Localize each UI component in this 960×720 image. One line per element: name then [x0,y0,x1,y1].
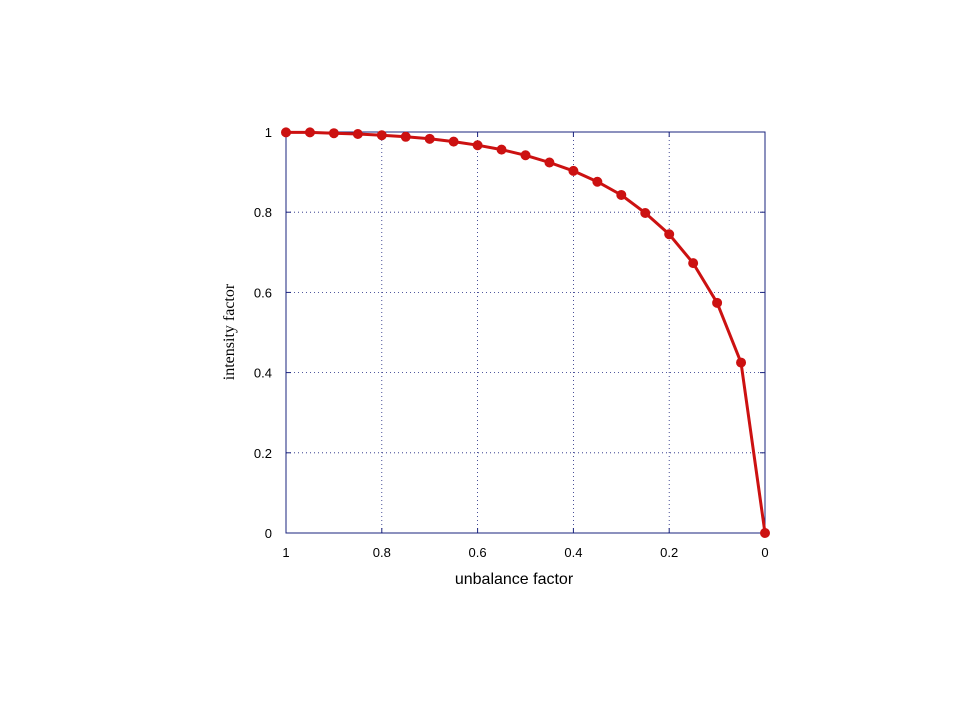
x-axis-title: unbalance factor [455,571,574,588]
data-point [688,258,699,269]
y-tick-label: 1 [265,125,272,140]
x-tick-label: 0.6 [469,545,487,560]
x-tick-label: 0.4 [564,545,582,560]
data-point [712,297,723,308]
data-point [496,144,507,155]
data-point [616,189,627,200]
data-point [664,229,675,240]
y-tick-label: 0 [265,526,272,541]
x-tick-label: 0.2 [660,545,678,560]
data-point [281,127,291,138]
y-axis-title: intensity factor [221,283,238,380]
data-point [448,136,459,147]
data-point [328,128,339,139]
data-point [424,133,435,144]
x-tick-label: 0 [761,545,768,560]
data-point [544,157,555,168]
data-point [568,165,579,176]
series-markers [281,127,770,538]
data-point [304,127,315,138]
data-point [376,130,387,141]
data-point [640,208,651,219]
y-axis-tick-labels: 0 0.2 0.4 0.6 0.8 1 [254,125,272,541]
plot-frame [285,131,766,534]
x-axis-tick-labels: 1 0.8 0.6 0.4 0.2 0 [282,545,768,560]
y-tick-label: 0.6 [254,285,272,300]
series-line [286,130,767,534]
x-tick-label: 1 [282,545,289,560]
data-point [592,176,603,187]
data-point [760,528,770,538]
y-tick-label: 0.4 [254,366,272,381]
data-point [400,131,411,142]
data-point [472,140,483,151]
y-tick-label: 0.2 [254,446,272,461]
axis-ticks [285,131,766,534]
data-point [520,150,531,161]
data-point [352,129,363,140]
x-tick-label: 0.8 [373,545,391,560]
y-tick-label: 0.8 [254,205,272,220]
data-point [736,357,747,368]
grid-lines [286,132,765,533]
